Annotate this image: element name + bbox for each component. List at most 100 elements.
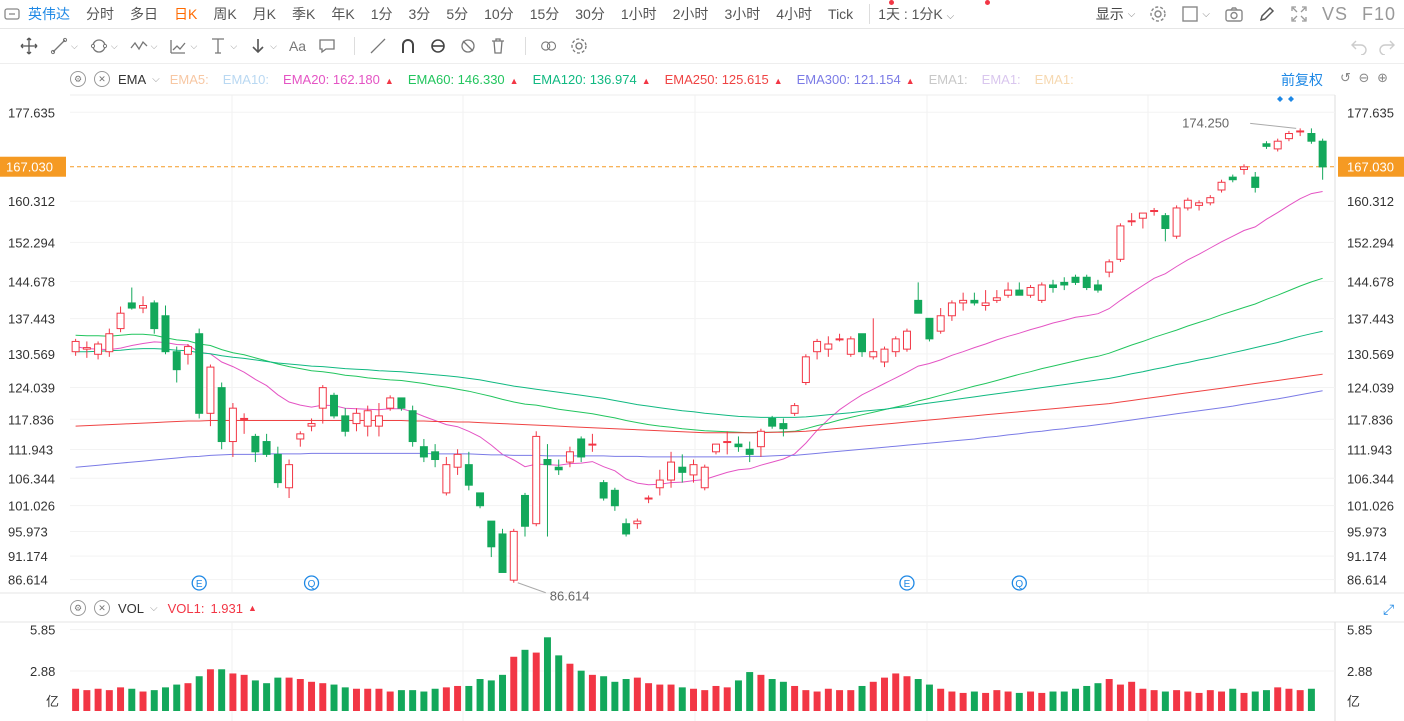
volume-bar bbox=[1161, 691, 1169, 711]
candle-body bbox=[116, 312, 125, 330]
volume-bar bbox=[1083, 685, 1091, 711]
candle-body bbox=[981, 302, 990, 306]
volume-bar bbox=[296, 679, 304, 711]
ruler-icon[interactable] bbox=[354, 37, 387, 55]
adjust-mode-button[interactable]: 前复权 bbox=[1281, 72, 1323, 88]
timeframe-16[interactable]: 4小时 bbox=[776, 6, 813, 22]
candle-body bbox=[667, 461, 676, 481]
timeframe-8[interactable]: 3分 bbox=[408, 6, 431, 22]
timeframe-10[interactable]: 10分 bbox=[484, 6, 514, 22]
magnet-icon[interactable] bbox=[399, 37, 417, 55]
candle-body bbox=[768, 417, 777, 427]
up-arrow-icon: ▲ bbox=[248, 603, 257, 613]
y-tick-right: 101.026 bbox=[1347, 499, 1394, 514]
timeframe-4[interactable]: 月K bbox=[252, 6, 277, 22]
timeframe-0[interactable]: 分时 bbox=[86, 6, 114, 22]
volume-bar bbox=[656, 684, 664, 711]
symbol-switch-icon[interactable] bbox=[4, 6, 20, 22]
volume-bar bbox=[117, 687, 125, 711]
candle-body bbox=[678, 466, 687, 473]
volume-bar bbox=[206, 669, 214, 711]
timeframe-2[interactable]: 日K bbox=[174, 6, 198, 22]
f10-button[interactable]: F10 bbox=[1361, 3, 1396, 24]
candle-body bbox=[442, 464, 451, 494]
note-icon[interactable] bbox=[318, 37, 336, 55]
ema-title[interactable]: EMA bbox=[118, 71, 147, 87]
volume-bar bbox=[1105, 679, 1113, 711]
timeframe-6[interactable]: 年K bbox=[331, 6, 355, 22]
camera-icon[interactable] bbox=[1224, 5, 1244, 23]
candle-body bbox=[1161, 215, 1170, 229]
candle-body bbox=[1093, 284, 1102, 291]
close-indicator-icon[interactable]: ✕ bbox=[94, 71, 110, 87]
pencil-icon[interactable] bbox=[1258, 5, 1276, 23]
indicator-settings-icon[interactable]: ⚙ bbox=[70, 71, 86, 87]
y-tick-left: 106.344 bbox=[8, 471, 55, 486]
hide-drawing-icon[interactable] bbox=[459, 37, 477, 55]
candle-body bbox=[622, 523, 631, 535]
candle-body bbox=[1105, 261, 1114, 273]
volume-bar bbox=[251, 680, 259, 711]
redo-icon[interactable] bbox=[1378, 37, 1396, 55]
volume-bar bbox=[779, 681, 787, 711]
wave-pattern-icon[interactable]: ⌵ bbox=[130, 37, 157, 55]
undo-icon[interactable] bbox=[1350, 37, 1368, 55]
interval-select[interactable]: 1天 : 1分K ⌵ bbox=[869, 4, 954, 24]
settings-gear-icon[interactable] bbox=[1149, 5, 1167, 23]
volume-bar bbox=[1274, 687, 1282, 711]
timeframe-9[interactable]: 5分 bbox=[446, 6, 469, 22]
text-icon[interactable]: Aa bbox=[288, 38, 307, 54]
volume-bar bbox=[1240, 692, 1248, 711]
timeframe-14[interactable]: 2小时 bbox=[672, 6, 709, 22]
display-menu[interactable]: 显示 ⌵ bbox=[1096, 4, 1136, 24]
volume-bar bbox=[1251, 691, 1259, 711]
close-indicator-icon[interactable]: ✕ bbox=[94, 600, 110, 616]
ema-line-ema300 bbox=[75, 390, 1323, 468]
y-tick-right: 177.635 bbox=[1347, 105, 1394, 120]
reset-icon[interactable]: ↺ bbox=[1340, 70, 1351, 85]
arrow-down-icon[interactable]: ⌵ bbox=[249, 37, 277, 55]
sync-drawing-icon[interactable] bbox=[429, 37, 447, 55]
link-icon[interactable] bbox=[525, 37, 558, 55]
indicator-settings-icon[interactable]: ⚙ bbox=[70, 600, 86, 616]
chevron-down-icon[interactable]: ⌵ bbox=[152, 73, 160, 85]
trash-icon[interactable] bbox=[489, 37, 507, 55]
trend-line-icon[interactable]: ⌵ bbox=[50, 37, 78, 55]
layout-square-icon[interactable]: ⌵ bbox=[1181, 5, 1210, 23]
volume-bar bbox=[162, 687, 169, 711]
volume-bar bbox=[712, 685, 720, 711]
timeframe-7[interactable]: 1分 bbox=[370, 6, 393, 22]
candle-body bbox=[240, 417, 249, 420]
ema-label: EMA250: bbox=[664, 71, 719, 87]
chevron-down-icon[interactable]: ⌵ bbox=[150, 602, 158, 614]
fullscreen-icon[interactable] bbox=[1290, 5, 1308, 23]
timeframe-15[interactable]: 3小时 bbox=[724, 6, 761, 22]
zoom-in-icon[interactable]: ⊕ bbox=[1377, 70, 1388, 85]
measure-icon[interactable]: ⌵ bbox=[209, 37, 237, 55]
timeframe-13[interactable]: 1小时 bbox=[620, 6, 657, 22]
vs-compare-button[interactable]: VS bbox=[1321, 3, 1348, 24]
timeframe-11[interactable]: 15分 bbox=[529, 6, 560, 22]
expand-panel-icon[interactable]: ⤢ bbox=[1383, 601, 1395, 617]
timeframe-12[interactable]: 30分 bbox=[575, 6, 605, 22]
volume-bars bbox=[72, 637, 1315, 711]
display-label: 显示 bbox=[1095, 6, 1124, 22]
candle-body bbox=[1049, 284, 1057, 289]
timeframe-3[interactable]: 周K bbox=[213, 6, 237, 22]
zoom-out-icon[interactable]: ⊖ bbox=[1358, 70, 1370, 85]
cycle-icon[interactable]: ⌵ bbox=[90, 37, 118, 55]
drawing-settings-icon[interactable] bbox=[570, 37, 588, 55]
candle-body bbox=[251, 435, 260, 453]
volume-bar bbox=[1262, 690, 1270, 711]
vol-title[interactable]: VOL bbox=[118, 600, 145, 616]
fib-chart-icon[interactable]: ⌵ bbox=[169, 37, 197, 55]
symbol-name[interactable]: 英伟达 bbox=[28, 6, 70, 22]
ema-value: 146.330 bbox=[454, 71, 505, 87]
timeframe-5[interactable]: 季K bbox=[292, 6, 316, 22]
y-tick-left: 95.973 bbox=[8, 525, 48, 540]
move-cross-icon[interactable] bbox=[20, 37, 38, 55]
timeframe-1[interactable]: 多日 bbox=[130, 6, 158, 22]
timeframe-17[interactable]: Tick bbox=[828, 6, 854, 22]
candle-body bbox=[644, 497, 653, 500]
